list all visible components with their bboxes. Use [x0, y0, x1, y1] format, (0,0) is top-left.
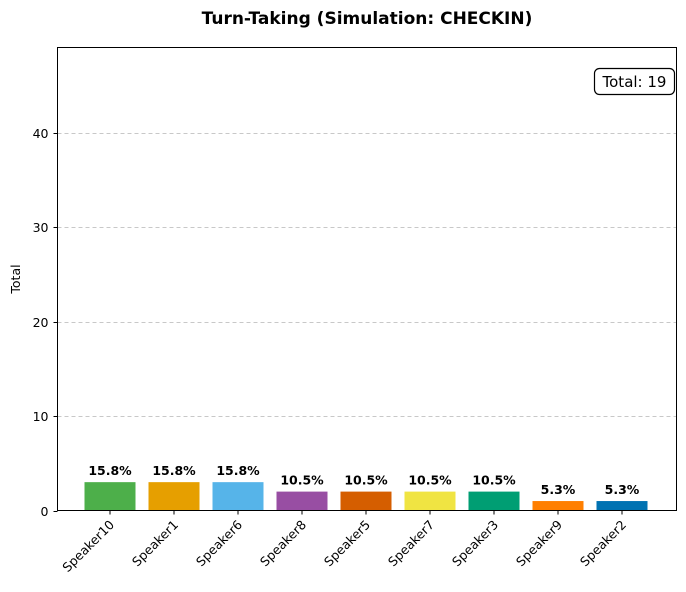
x-axis-ticks: Speaker10 Speaker1 Speaker6 Speaker8 Speaker… [59, 510, 629, 575]
y-tick-label: 30 [33, 220, 49, 235]
plot-frame [57, 47, 677, 511]
bar-value-label: 10.5% [344, 473, 388, 488]
bar-value-label: 10.5% [408, 473, 452, 488]
x-tick-label: Speaker3 [449, 517, 501, 569]
bar-value-label: 10.5% [280, 473, 324, 488]
x-tick-label: Speaker6 [193, 517, 245, 569]
x-tick-label: Speaker5 [321, 517, 373, 569]
bar-value-label: 15.8% [216, 463, 260, 478]
y-tick-label: 20 [33, 315, 49, 330]
y-axis-label: Total [8, 264, 23, 294]
x-tick-label: Speaker1 [129, 517, 181, 569]
total-annotation-box [593, 67, 676, 96]
bar-speaker7 [404, 491, 456, 511]
bar-value-label: 15.8% [88, 463, 132, 478]
y-axis-ticks: 0 10 20 30 40 [33, 126, 58, 519]
bar-speaker9 [532, 501, 584, 511]
x-tick-label: Speaker2 [577, 517, 629, 569]
bar-speaker2 [596, 501, 648, 511]
bar-value-label: 10.5% [472, 473, 516, 488]
x-tick-label: Speaker8 [257, 517, 309, 569]
bar-speaker3 [468, 491, 520, 511]
bar-speaker1 [148, 482, 200, 511]
x-tick-label: Speaker10 [59, 517, 117, 575]
bar-labels: 15.8% 15.8% 15.8% 10.5% 10.5% 10.5% 10.5% 5.3% 5… [88, 463, 639, 497]
grid-lines [57, 133, 677, 417]
total-annotation-text: Total: 19 [602, 73, 667, 91]
x-tick-label: Speaker7 [385, 517, 437, 569]
bars [84, 482, 648, 511]
bar-value-label: 5.3% [541, 482, 576, 497]
bar-speaker6 [212, 482, 264, 511]
chart-title: Turn-Taking (Simulation: CHECKIN) [202, 9, 533, 29]
bar-value-label: 15.8% [152, 463, 196, 478]
total-annotation: Total: 19 [593, 67, 676, 96]
bar-speaker8 [276, 491, 328, 511]
bar-value-label: 5.3% [605, 482, 640, 497]
y-tick-label: 10 [33, 409, 49, 424]
y-tick-label: 0 [41, 504, 49, 519]
y-tick-label: 40 [33, 126, 49, 141]
x-tick-label: Speaker9 [513, 517, 565, 569]
bar-speaker5 [340, 491, 392, 511]
bar-speaker10 [84, 482, 136, 511]
